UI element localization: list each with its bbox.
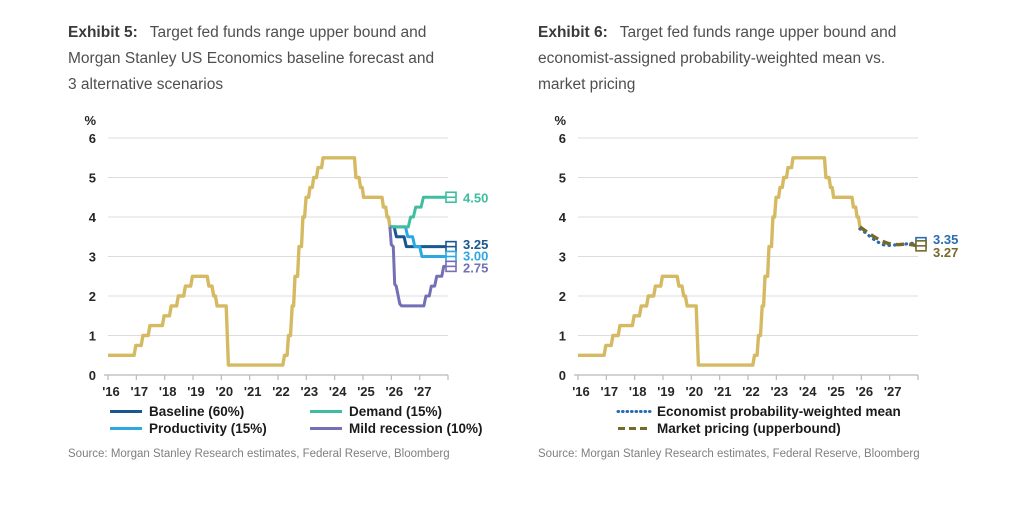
exhibit5-label: Exhibit 5: (68, 24, 138, 41)
svg-text:'19: '19 (187, 384, 205, 399)
svg-text:'26: '26 (856, 384, 874, 399)
exhibit6-title-line2: economist-assigned probability-weighted … (538, 50, 886, 67)
svg-text:3.35: 3.35 (933, 232, 958, 247)
legend-marker-dotted-line (616, 410, 652, 413)
exhibit6-panel: Exhibit 6: Target fed funds range upper b… (538, 20, 974, 460)
legend-label: Demand (15%) (349, 404, 443, 419)
legend-item-demand-15: Demand (15%) (308, 404, 504, 419)
svg-text:'25: '25 (827, 384, 845, 399)
exhibit6-chart: 0 1 2 3 4 5 6% '16 '17 '18 '19 '20 '21 '22 '23 '24 '25 '2… (554, 113, 958, 399)
svg-text:'24: '24 (329, 384, 347, 399)
exhibit5-title-line1: Target fed funds range upper bound and (149, 24, 427, 41)
svg-text:5: 5 (89, 171, 96, 186)
svg-text:'17: '17 (131, 384, 149, 399)
legend-marker-dashed-line (618, 427, 650, 430)
svg-text:%: % (84, 113, 96, 128)
svg-text:3.27: 3.27 (933, 245, 958, 260)
legend-label: Baseline (60%) (149, 404, 245, 419)
svg-text:5: 5 (559, 171, 566, 186)
exhibit5-legend: Baseline (60%) Demand (15%) Productivity (… (68, 404, 504, 436)
exhibit6-title-line1: Target fed funds range upper bound and (619, 24, 897, 41)
legend-item-economist-probability-weighted-mean: Economist probability-weighted mean (616, 404, 974, 419)
exhibit5-title: Exhibit 5: Target fed funds range upper b… (68, 20, 504, 98)
legend-label: Market pricing (upperbound) (657, 421, 841, 436)
legend-marker-solid-line (310, 427, 342, 430)
svg-text:'24: '24 (799, 384, 817, 399)
legend-label: Economist probability-weighted mean (657, 404, 901, 419)
svg-text:2.75: 2.75 (463, 261, 488, 276)
exhibit6-title: Exhibit 6: Target fed funds range upper b… (538, 20, 974, 98)
legend-item-mild-recession-10: Mild recession (10%) (308, 421, 504, 436)
legend-item-baseline-60: Baseline (60%) (108, 404, 308, 419)
legend-item-market-pricing-upperbound: Market pricing (upperbound) (616, 421, 974, 436)
svg-text:'19: '19 (657, 384, 675, 399)
svg-text:'21: '21 (244, 384, 262, 399)
exhibit6-source: Source: Morgan Stanley Research estimate… (538, 448, 920, 460)
exhibit5-panel: Exhibit 5: Target fed funds range upper b… (68, 20, 504, 460)
svg-text:1: 1 (89, 329, 96, 344)
svg-text:'27: '27 (414, 384, 432, 399)
exhibit6-title-line3: market pricing (538, 76, 636, 93)
legend-marker-solid-line (310, 410, 342, 413)
legend-marker-solid-line (110, 427, 142, 430)
legend-item-productivity-15: Productivity (15%) (108, 421, 308, 436)
legend-label: Productivity (15%) (149, 421, 267, 436)
svg-text:6: 6 (559, 131, 566, 146)
exhibit5-title-line3: 3 alternative scenarios (68, 76, 224, 93)
exhibit6-legend: Economist probability-weighted mean Marke… (538, 404, 974, 436)
svg-text:6: 6 (89, 131, 96, 146)
svg-text:3: 3 (559, 250, 566, 265)
svg-text:'25: '25 (357, 384, 375, 399)
svg-text:1: 1 (559, 329, 566, 344)
exhibit5-source: Source: Morgan Stanley Research estimate… (68, 448, 450, 460)
svg-text:%: % (554, 113, 566, 128)
svg-text:4: 4 (89, 210, 97, 225)
legend-label: Mild recession (10%) (349, 421, 483, 436)
svg-text:'18: '18 (629, 384, 647, 399)
svg-text:'20: '20 (686, 384, 704, 399)
svg-text:3.25: 3.25 (463, 237, 488, 252)
svg-text:4.50: 4.50 (463, 190, 488, 205)
svg-text:'18: '18 (159, 384, 177, 399)
svg-text:'22: '22 (272, 384, 290, 399)
svg-text:'16: '16 (102, 384, 120, 399)
svg-text:'20: '20 (216, 384, 234, 399)
svg-text:0: 0 (559, 368, 566, 383)
svg-text:'17: '17 (601, 384, 619, 399)
svg-text:'26: '26 (386, 384, 404, 399)
svg-text:'16: '16 (572, 384, 590, 399)
svg-text:'23: '23 (771, 384, 789, 399)
svg-text:'23: '23 (301, 384, 319, 399)
svg-text:'27: '27 (884, 384, 902, 399)
exhibit6-label: Exhibit 6: (538, 24, 608, 41)
svg-text:3: 3 (89, 250, 96, 265)
exhibit5-title-line2: Morgan Stanley US Economics baseline for… (68, 50, 435, 67)
exhibit5-chart: 0 1 2 3 4 5 6% '16 '17 '18 '19 '20 '21 '22 '23 '24 '25 '2… (84, 113, 488, 399)
svg-text:'21: '21 (714, 384, 732, 399)
svg-text:3.00: 3.00 (463, 249, 488, 264)
legend-marker-solid-line (110, 410, 142, 413)
svg-text:'22: '22 (742, 384, 760, 399)
svg-text:2: 2 (559, 289, 566, 304)
svg-text:4: 4 (559, 210, 567, 225)
svg-text:0: 0 (89, 368, 96, 383)
svg-text:2: 2 (89, 289, 96, 304)
